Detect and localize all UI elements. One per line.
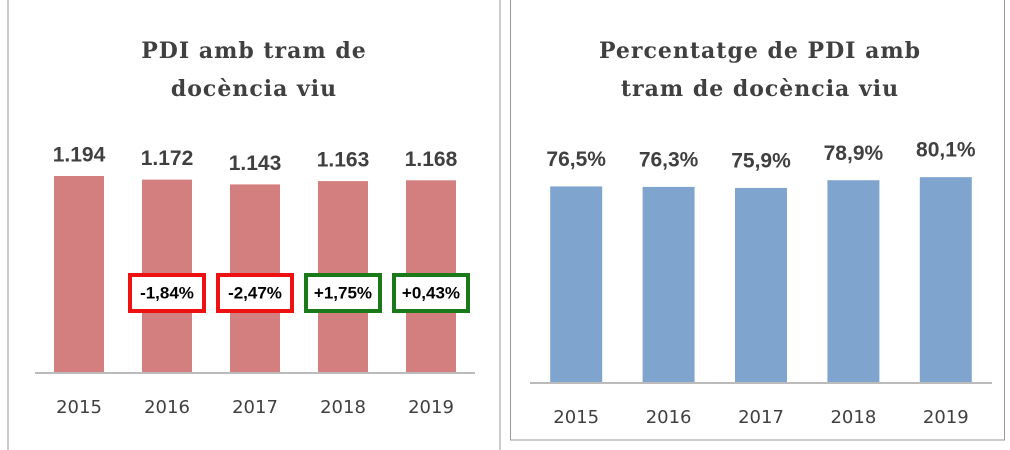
change-box — [128, 273, 206, 313]
value-label: 1.172 — [141, 147, 194, 170]
x-tick-label: 2019 — [408, 397, 454, 418]
chart-title: PDI amb tram de docència viu — [141, 38, 367, 102]
value-label: 76,3% — [639, 148, 699, 171]
bar — [550, 186, 603, 383]
bar — [735, 187, 787, 383]
x-tick-label: 2016 — [144, 397, 190, 418]
value-label: 78,9% — [824, 142, 884, 165]
value-label: 1.168 — [405, 148, 458, 171]
chart-title: Percentatge de PDI amb tram de docència … — [598, 38, 922, 102]
change-box — [304, 273, 382, 313]
change-label: -1,84% — [140, 283, 194, 302]
value-label: 80,1% — [916, 139, 976, 162]
x-tick-label: 2018 — [830, 407, 876, 428]
x-tick-label: 2017 — [232, 397, 278, 418]
bar — [919, 177, 972, 383]
value-label: 76,5% — [546, 148, 606, 171]
value-label: 75,9% — [731, 149, 791, 172]
value-label: 1.194 — [53, 144, 106, 167]
value-label: 1.163 — [317, 149, 370, 172]
change-label: -2,47% — [228, 283, 282, 302]
change-box — [216, 273, 294, 313]
panel-border — [510, 0, 1005, 441]
change-label: +1,75% — [314, 283, 372, 302]
change-box — [392, 273, 470, 313]
x-tick-label: 2018 — [320, 397, 366, 418]
change-label: +0,43% — [402, 283, 460, 302]
x-tick-label: 2015 — [553, 407, 599, 428]
value-label: 1.143 — [229, 152, 282, 175]
bar — [827, 180, 880, 383]
x-tick-label: 2015 — [56, 397, 102, 418]
x-tick-label: 2016 — [646, 407, 692, 428]
bar — [642, 186, 695, 383]
x-tick-label: 2019 — [923, 407, 969, 428]
x-tick-label: 2017 — [738, 407, 784, 428]
bar — [54, 175, 104, 373]
